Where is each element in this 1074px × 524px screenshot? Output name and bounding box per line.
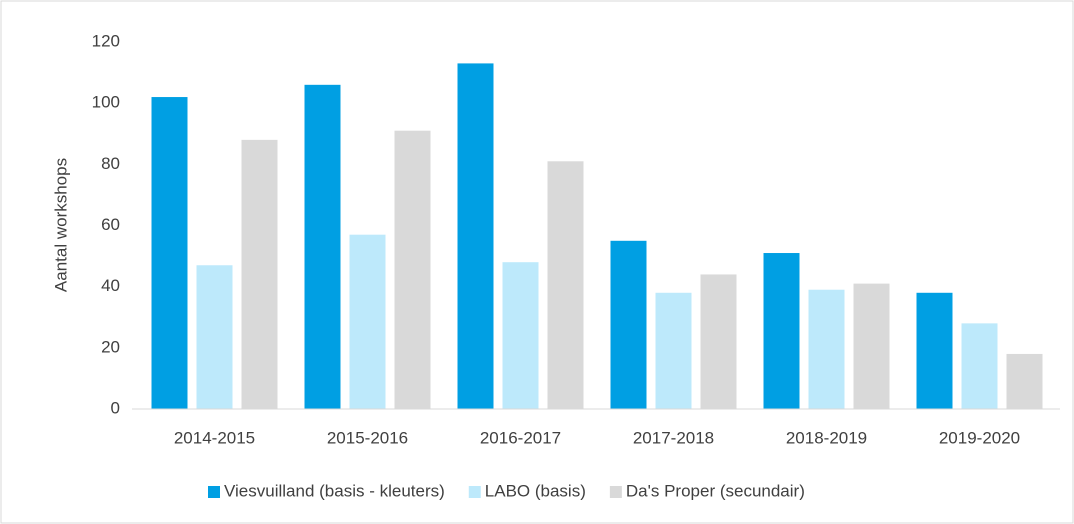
bar [961,323,998,409]
bar [547,161,584,409]
bar [763,253,800,409]
bar [610,240,647,409]
x-tick-label: 2017-2018 [633,428,714,447]
bar [196,265,233,409]
y-tick-label: 100 [92,93,120,112]
legend-swatch [468,486,481,498]
bar [502,262,539,409]
legend-swatch [609,486,622,498]
x-tick-label: 2015-2016 [327,428,408,447]
x-tick-label: 2014-2015 [174,428,255,447]
bar [808,289,845,409]
bar [151,97,188,410]
legend-label: Viesvuilland (basis - kleuters) [224,481,445,500]
x-tick-label: 2019-2020 [939,428,1020,447]
bar [304,84,341,410]
y-tick-label: 20 [101,337,120,356]
legend-label: Da's Proper (secundair) [626,481,805,500]
y-tick-label: 60 [101,215,120,234]
bar [457,63,494,410]
bar [916,292,953,409]
x-tick-label: 2018-2019 [786,428,867,447]
y-tick-label: 80 [101,154,120,173]
bar [394,130,431,410]
legend-label: LABO (basis) [485,481,586,500]
bar [700,274,737,409]
y-tick-label: 120 [92,31,120,50]
bar [853,283,890,409]
y-tick-label: 0 [111,398,120,417]
y-tick-label: 40 [101,276,120,295]
bar [1006,353,1043,409]
x-tick-label: 2016-2017 [480,428,561,447]
bar [241,139,278,409]
legend-swatch [208,486,220,498]
bar [655,292,692,409]
bar [349,234,386,409]
y-axis-label: Aantal workshops [51,158,70,292]
